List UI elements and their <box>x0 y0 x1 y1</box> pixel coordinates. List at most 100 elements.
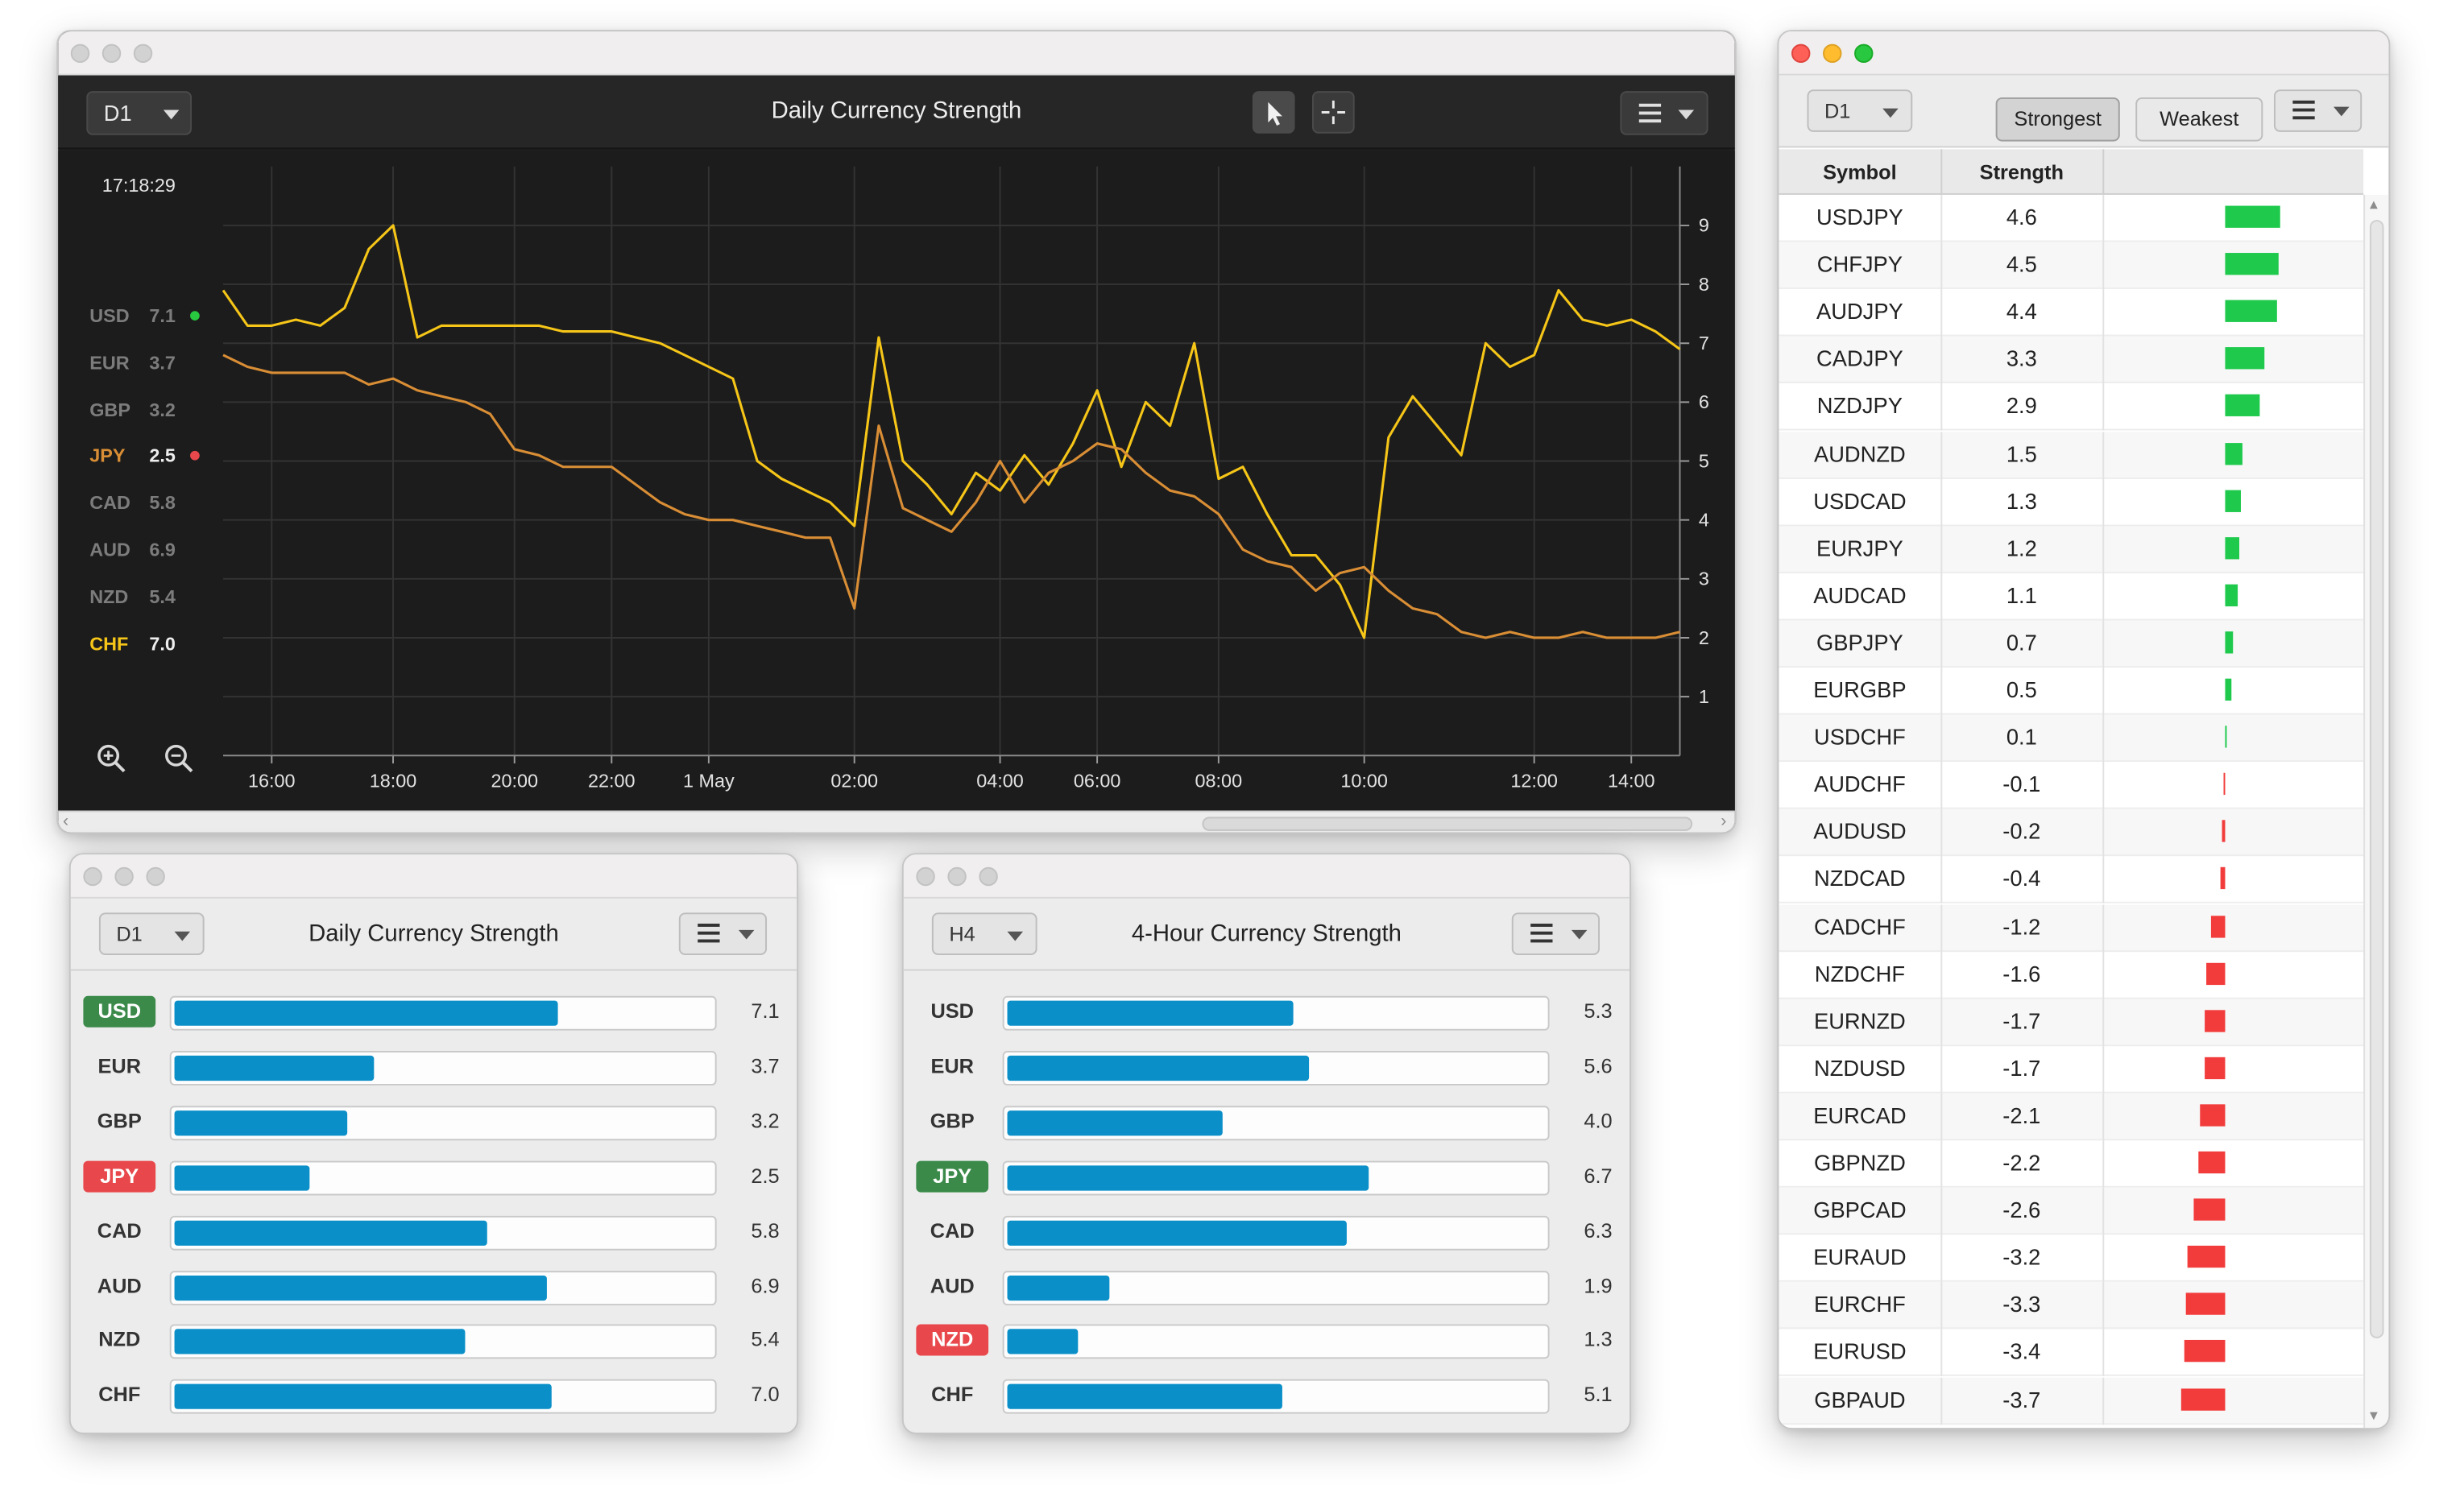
pair-symbol: AUDUSD <box>1813 818 1907 845</box>
legend-item-chf[interactable]: CHF 7.0 <box>89 632 215 654</box>
legend-code: CHF <box>89 632 129 655</box>
table-row[interactable]: AUDCHF -0.1 <box>1779 762 2364 809</box>
scroll-down-icon[interactable]: ▾ <box>2369 1407 2378 1425</box>
legend-item-gbp[interactable]: GBP 3.2 <box>89 399 215 420</box>
legend-item-usd[interactable]: USD 7.1 <box>89 304 215 327</box>
table-row[interactable]: EURAUD -3.2 <box>1779 1234 2364 1283</box>
strength-bar-positive <box>2225 584 2238 606</box>
pair-strength: -2.2 <box>2002 1149 2041 1176</box>
table-row[interactable]: EURGBP 0.5 <box>1779 668 2364 715</box>
scrollbar-thumb[interactable] <box>1202 817 1693 831</box>
zoom-out-icon[interactable] <box>164 743 195 775</box>
bar-value: 1.9 <box>1584 1273 1613 1297</box>
table-menu-button[interactable] <box>2273 89 2363 132</box>
table-row[interactable]: GBPAUD -3.7 <box>1779 1376 2364 1425</box>
table-row[interactable]: NZDCAD -0.4 <box>1779 856 2364 904</box>
table-row[interactable]: GBPNZD -2.2 <box>1779 1140 2364 1188</box>
strength-bar-negative <box>2223 773 2226 796</box>
table-row[interactable]: NZDUSD -1.7 <box>1779 1045 2364 1094</box>
table-row[interactable]: CADCHF -1.2 <box>1779 904 2364 952</box>
timeframe-select[interactable]: D1 <box>1807 89 1913 132</box>
table-row[interactable]: USDJPY 4.6 <box>1779 194 2364 242</box>
table-row[interactable]: AUDNZD 1.5 <box>1779 431 2364 478</box>
chart-window-titlebar <box>58 31 1735 76</box>
currency-label: CHF <box>98 1383 141 1407</box>
close-button[interactable] <box>1791 43 1811 64</box>
legend-item-nzd[interactable]: NZD 5.4 <box>89 585 215 607</box>
table-vertical-scrollbar[interactable]: ▴ ▾ <box>2363 194 2389 1429</box>
strength-bar-negative <box>2180 1387 2226 1410</box>
table-row[interactable]: AUDJPY 4.4 <box>1779 289 2364 337</box>
table-row[interactable]: EURNZD -1.7 <box>1779 999 2364 1046</box>
zoom-in-icon[interactable] <box>96 743 127 775</box>
table-row[interactable]: CHFJPY 4.5 <box>1779 242 2364 290</box>
minimize-button[interactable] <box>1823 43 1842 64</box>
table-row[interactable]: EURCHF -3.3 <box>1779 1282 2364 1330</box>
timeframe-select[interactable]: H4 <box>931 912 1037 956</box>
panel-menu-button[interactable] <box>1511 912 1601 956</box>
currency-label: GBP <box>930 1108 975 1133</box>
table-row[interactable]: CADJPY 3.3 <box>1779 337 2364 384</box>
panel-menu-button[interactable] <box>678 912 768 956</box>
legend-item-aud[interactable]: AUD 6.9 <box>89 539 215 560</box>
bar-row-gbp: GBP 3.2 <box>71 1094 797 1149</box>
scroll-left-icon[interactable]: ‹ <box>63 812 69 831</box>
strength-bar-positive <box>2225 253 2280 275</box>
table-row[interactable]: NZDJPY 2.9 <box>1779 383 2364 432</box>
scroll-right-icon[interactable]: › <box>1721 812 1727 831</box>
zoom-window-button[interactable] <box>146 866 165 887</box>
table-row[interactable]: USDCHF 0.1 <box>1779 714 2364 763</box>
timeframe-value: D1 <box>116 922 143 946</box>
close-button[interactable] <box>916 866 935 887</box>
legend-item-cad[interactable]: CAD 5.8 <box>89 492 215 514</box>
minimize-button[interactable] <box>114 866 134 887</box>
table-row[interactable]: EURUSD -3.4 <box>1779 1330 2364 1377</box>
strongest-button[interactable]: Strongest <box>1995 97 2120 142</box>
table-row[interactable]: EURJPY 1.2 <box>1779 525 2364 573</box>
table-row[interactable]: GBPJPY 0.7 <box>1779 620 2364 668</box>
bar-value: 2.5 <box>751 1163 780 1188</box>
legend-item-eur[interactable]: EUR 3.7 <box>89 352 215 374</box>
chart-plot-area[interactable]: 17:18:29 USD 7.1 EUR 3.7 GBP 3.2 JPY 2.5 CAD 5.8 A… <box>58 151 1735 811</box>
chart-horizontal-scrollbar[interactable]: ‹ › <box>58 810 1735 833</box>
strength-column-header[interactable]: Strength <box>1979 159 2064 184</box>
currency-label: CHF <box>931 1383 974 1407</box>
bar-value: 5.3 <box>1584 999 1613 1023</box>
legend-value: 3.2 <box>149 398 176 420</box>
pointer-tool-button[interactable] <box>1252 91 1295 134</box>
symbol-column-header[interactable]: Symbol <box>1823 159 1897 184</box>
table-window-titlebar <box>1779 31 2389 76</box>
currency-label: NZD <box>98 1328 141 1352</box>
chart-title: Daily Currency Strength <box>771 97 1022 125</box>
legend-item-jpy[interactable]: JPY 2.5 <box>89 445 215 467</box>
minimize-button[interactable] <box>947 866 967 887</box>
legend-code: JPY <box>89 445 126 468</box>
close-button[interactable] <box>70 43 90 64</box>
strength-bar-negative <box>2205 961 2226 985</box>
pair-symbol: GBPNZD <box>1813 1149 1906 1176</box>
table-row[interactable]: AUDUSD -0.2 <box>1779 809 2364 857</box>
close-button[interactable] <box>83 866 102 887</box>
zoom-window-button[interactable] <box>979 866 998 887</box>
zoom-window-button[interactable] <box>1854 43 1874 64</box>
minimize-button[interactable] <box>101 43 122 64</box>
scroll-up-icon[interactable]: ▴ <box>2369 196 2378 214</box>
table-row[interactable]: GBPCAD -2.6 <box>1779 1187 2364 1235</box>
timeframe-select[interactable]: D1 <box>86 91 193 135</box>
table-row[interactable]: USDCAD 1.3 <box>1779 478 2364 526</box>
zoom-window-button[interactable] <box>133 43 153 64</box>
table-row[interactable]: AUDCAD 1.1 <box>1779 573 2364 621</box>
weakest-button[interactable]: Weakest <box>2135 97 2263 142</box>
pair-symbol: CHFJPY <box>1816 251 1903 277</box>
scrollbar-thumb[interactable] <box>2369 220 2384 1338</box>
table-row[interactable]: NZDCHF -1.6 <box>1779 951 2364 999</box>
timeframe-select[interactable]: D1 <box>98 912 205 956</box>
strength-bar-positive <box>2225 347 2265 370</box>
bar-track <box>1002 1270 1550 1305</box>
crosshair-tool-button[interactable] <box>1312 91 1355 134</box>
table-row[interactable]: EURCAD -2.1 <box>1779 1093 2364 1140</box>
chart-menu-button[interactable] <box>1620 91 1708 135</box>
strength-bar-positive <box>2225 536 2240 559</box>
legend-value: 6.9 <box>149 539 176 561</box>
hamburger-menu-icon <box>698 924 720 943</box>
